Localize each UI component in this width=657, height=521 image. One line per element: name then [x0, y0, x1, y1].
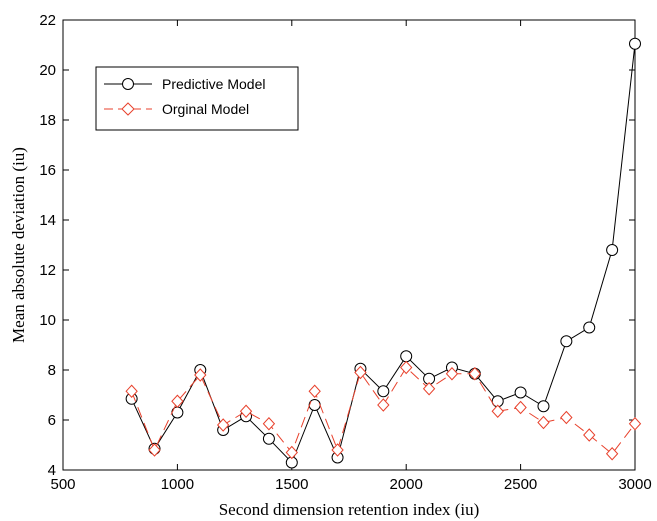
- data-point: [285, 445, 298, 460]
- data-point: [628, 417, 642, 431]
- y-tick-label: 6: [48, 412, 56, 429]
- data-point: [583, 321, 596, 334]
- data-point: [148, 443, 161, 457]
- data-point: [239, 404, 253, 418]
- y-tick-label: 16: [39, 162, 56, 179]
- x-tick-label: 2500: [504, 476, 537, 493]
- x-tick-label: 2000: [390, 476, 423, 493]
- legend-label-original: Orginal Model: [162, 101, 249, 117]
- data-point: [514, 386, 527, 399]
- y-tick-label: 10: [39, 312, 56, 329]
- data-point: [354, 365, 367, 380]
- legend-label-predictive: Predictive Model: [162, 76, 266, 92]
- data-point: [514, 400, 527, 415]
- data-point: [308, 384, 321, 398]
- series-layer: [125, 37, 642, 469]
- x-axis-label: Second dimension retention index (iu): [219, 500, 480, 519]
- data-point: [491, 404, 504, 418]
- data-point: [445, 367, 459, 381]
- x-tick-label: 1000: [161, 476, 194, 493]
- y-tick-label: 18: [39, 112, 56, 129]
- legend: Predictive Model Orginal Model: [95, 66, 299, 131]
- legend-box: [95, 66, 299, 131]
- data-point: [537, 415, 550, 430]
- data-point: [125, 384, 138, 398]
- data-point: [560, 335, 573, 348]
- x-tick-label: 1500: [275, 476, 308, 493]
- legend-marker-predictive: [122, 78, 134, 90]
- data-point: [216, 418, 230, 432]
- data-point: [606, 244, 619, 256]
- data-point: [583, 428, 596, 442]
- y-tick-label: 12: [39, 262, 56, 279]
- data-point: [262, 417, 276, 431]
- data-point: [468, 367, 482, 381]
- y-tick-label: 14: [39, 212, 56, 229]
- data-point: [560, 410, 573, 425]
- data-point: [605, 447, 619, 461]
- y-tick-label: 4: [48, 462, 56, 479]
- data-point: [377, 398, 390, 412]
- series-2: [125, 360, 642, 461]
- data-point: [171, 394, 184, 408]
- data-point: [629, 37, 641, 50]
- x-tick-label: 500: [50, 476, 75, 493]
- data-point: [537, 400, 550, 413]
- y-tick-label: 20: [39, 62, 56, 79]
- legend-marker-original: [121, 102, 135, 116]
- data-point: [377, 385, 390, 398]
- x-tick-label: 3000: [618, 476, 651, 493]
- data-point: [422, 382, 436, 396]
- data-point: [400, 360, 413, 375]
- y-tick-label: 22: [39, 12, 56, 29]
- y-axis-label: Mean absolute deviation (iu): [9, 147, 28, 343]
- data-point: [400, 350, 413, 363]
- data-point: [262, 432, 275, 445]
- y-tick-label: 8: [48, 362, 56, 379]
- axis-ticks: 500 1000 1500 2000 2500 3000 4 6 8 10 12 14 16 18 20 22: [39, 12, 651, 493]
- data-point: [331, 443, 344, 457]
- data-point: [194, 368, 207, 382]
